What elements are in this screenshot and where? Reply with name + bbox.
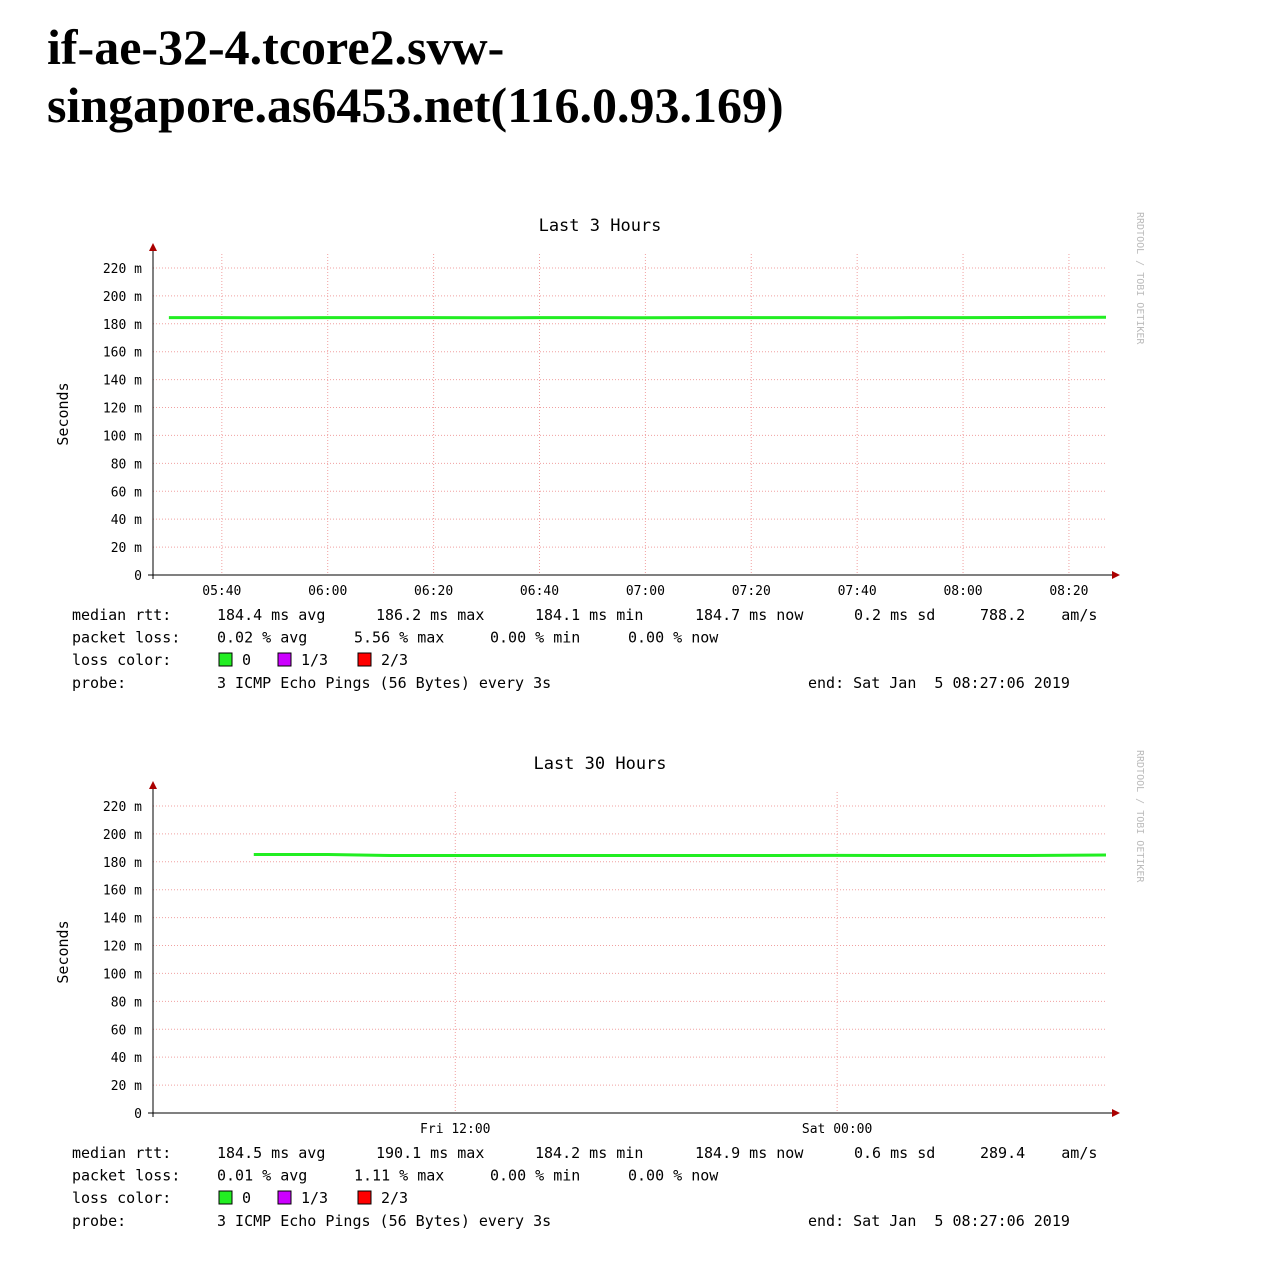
legend-label: 1/3 (301, 1189, 328, 1207)
legend-label: 2/3 (381, 651, 408, 669)
stat-value: 184.9 ms now (695, 1144, 804, 1162)
x-tick-label: 07:40 (838, 584, 877, 599)
probe-label: probe: (72, 1212, 126, 1230)
stat-value: 0.6 ms sd (854, 1144, 935, 1162)
loss-label: loss color: (72, 651, 171, 669)
x-tick-label: 07:00 (626, 584, 665, 599)
stat-value: 184.1 ms min (535, 606, 643, 624)
legend-swatch (277, 652, 292, 667)
stat-value: 0.01 % avg (217, 1167, 307, 1185)
y-tick-label: 220 m (103, 262, 142, 277)
y-tick-label: 0 (134, 569, 142, 584)
y-tick-label: 80 m (111, 457, 142, 472)
stat-value: 190.1 ms max (376, 1144, 484, 1162)
stat-value: 289.4 am/s (980, 1144, 1097, 1162)
legend-swatch (218, 652, 233, 667)
y-tick-label: 180 m (103, 856, 142, 871)
stat-value: 0.02 % avg (217, 629, 307, 647)
x-tick-label: Sat 00:00 (802, 1122, 872, 1137)
chart-title: Last 3 Hours (539, 216, 662, 236)
x-tick-label: 08:20 (1049, 584, 1088, 599)
legend-label: 0 (242, 651, 251, 669)
x-tick-label: 06:00 (308, 584, 347, 599)
y-tick-label: 40 m (111, 1051, 142, 1066)
end-time: end: Sat Jan 5 08:27:06 2019 (808, 1212, 1070, 1230)
y-tick-label: 0 (134, 1107, 142, 1122)
y-tick-label: 60 m (111, 485, 142, 500)
y-tick-label: 160 m (103, 346, 142, 361)
y-axis-arrow (149, 243, 157, 251)
legend-swatch (357, 652, 372, 667)
y-axis-label: Seconds (54, 382, 72, 445)
stat-label: packet loss: (72, 629, 180, 647)
stat-value: 1.11 % max (354, 1167, 444, 1185)
stat-value: 186.2 ms max (376, 606, 484, 624)
x-tick-label: 06:40 (520, 584, 559, 599)
loss-label: loss color: (72, 1189, 171, 1207)
watermark: RRDTOOL / TOBI OETIKER (1134, 750, 1145, 883)
x-tick-label: 07:20 (732, 584, 771, 599)
y-tick-label: 80 m (111, 995, 142, 1010)
x-axis-arrow (1112, 1109, 1120, 1117)
y-tick-label: 20 m (111, 541, 142, 556)
y-tick-label: 120 m (103, 402, 142, 417)
y-tick-label: 100 m (103, 429, 142, 444)
legend-swatch (357, 1190, 372, 1205)
y-tick-label: 200 m (103, 828, 142, 843)
stat-label: median rtt: (72, 1144, 171, 1162)
legend-label: 2/3 (381, 1189, 408, 1207)
y-tick-label: 160 m (103, 884, 142, 899)
rtt-line (168, 315, 1107, 320)
stat-value: 184.4 ms avg (217, 606, 325, 624)
end-time: end: Sat Jan 5 08:27:06 2019 (808, 674, 1070, 692)
stat-label: median rtt: (72, 606, 171, 624)
stat-value: 0.00 % min (490, 1167, 580, 1185)
y-tick-label: 200 m (103, 290, 142, 305)
stat-value: 0.00 % now (628, 629, 719, 647)
legend-swatch (277, 1190, 292, 1205)
rtt-line (253, 853, 1107, 858)
y-tick-label: 120 m (103, 940, 142, 955)
x-tick-label: Fri 12:00 (420, 1122, 490, 1137)
x-tick-label: 08:00 (943, 584, 982, 599)
stat-value: 5.56 % max (354, 629, 444, 647)
probe-label: probe: (72, 674, 126, 692)
stat-value: 184.2 ms min (535, 1144, 643, 1162)
y-axis-arrow (149, 781, 157, 789)
y-tick-label: 140 m (103, 912, 142, 927)
watermark: RRDTOOL / TOBI OETIKER (1134, 212, 1145, 345)
stat-value: 184.7 ms now (695, 606, 804, 624)
y-tick-label: 180 m (103, 318, 142, 333)
y-tick-label: 20 m (111, 1079, 142, 1094)
stat-value: 0.2 ms sd (854, 606, 935, 624)
y-tick-label: 40 m (111, 513, 142, 528)
x-axis-arrow (1112, 571, 1120, 579)
y-tick-label: 220 m (103, 800, 142, 815)
probe-text: 3 ICMP Echo Pings (56 Bytes) every 3s (217, 1212, 551, 1230)
legend-swatch (218, 1190, 233, 1205)
legend-label: 0 (242, 1189, 251, 1207)
stat-value: 788.2 am/s (980, 606, 1097, 624)
probe-text: 3 ICMP Echo Pings (56 Bytes) every 3s (217, 674, 551, 692)
y-axis-label: Seconds (54, 920, 72, 983)
y-tick-label: 100 m (103, 967, 142, 982)
stat-value: 184.5 ms avg (217, 1144, 325, 1162)
chart-title: Last 30 Hours (533, 754, 666, 774)
stat-value: 0.00 % now (628, 1167, 719, 1185)
page-title: if-ae-32-4.tcore2.svw-singapore.as6453.n… (47, 19, 784, 133)
x-tick-label: 05:40 (202, 584, 241, 599)
y-tick-label: 140 m (103, 374, 142, 389)
x-tick-label: 06:20 (414, 584, 453, 599)
stat-label: packet loss: (72, 1167, 180, 1185)
y-tick-label: 60 m (111, 1023, 142, 1038)
legend-label: 1/3 (301, 651, 328, 669)
stat-value: 0.00 % min (490, 629, 580, 647)
